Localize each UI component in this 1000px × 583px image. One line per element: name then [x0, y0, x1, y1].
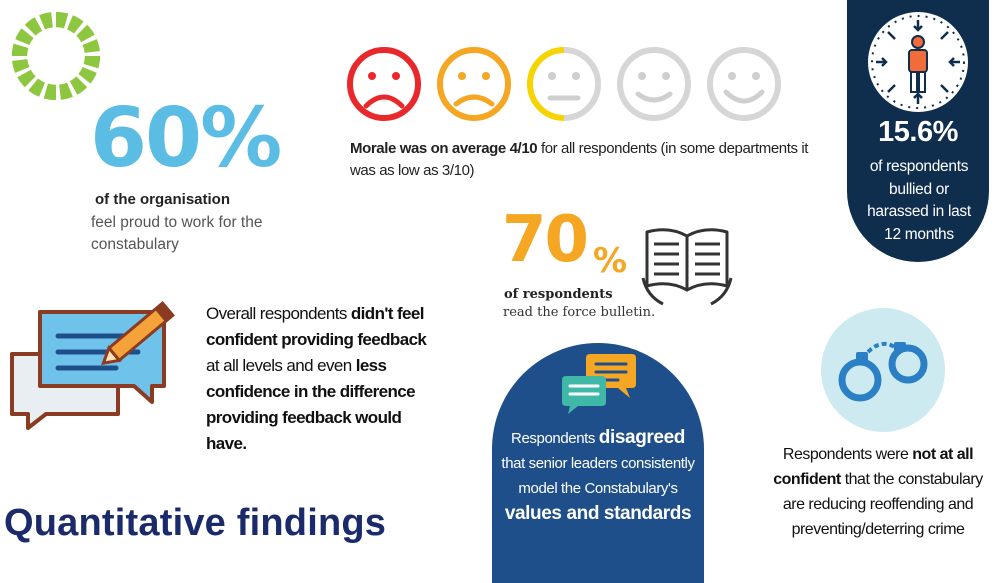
- logo-ring-segment: [82, 39, 100, 53]
- logo-ring-segment: [24, 17, 43, 36]
- frown-face-icon: [437, 47, 511, 121]
- logo-ring-segment: [17, 69, 36, 88]
- reoffend-bold-1: not at all confident: [773, 446, 974, 488]
- feedback-bold-1: didn't feel confident providing feedback: [206, 304, 427, 349]
- chat-bubbles-icon: [562, 354, 636, 414]
- logo-ring-segment: [83, 56, 101, 69]
- proud-caption: feel proud to work for the constabulary: [91, 214, 263, 253]
- logo-ring-segment: [39, 12, 53, 30]
- logo-ring-segment: [76, 24, 95, 43]
- clock-person-icon: [868, 12, 968, 112]
- page-title: Quantitative findings: [4, 502, 387, 544]
- sad-face-icon: [347, 47, 421, 121]
- leaders-bold-2: values and standards: [504, 503, 692, 524]
- handcuffs-icon: [838, 341, 928, 402]
- leaders-text-2: that senior leaders consistently model t…: [501, 455, 695, 497]
- leaders-bold-1: disagreed: [598, 427, 686, 448]
- open-book-icon: [641, 228, 733, 306]
- logo-ring-segment: [59, 82, 73, 100]
- logo-ring-segment: [78, 67, 97, 84]
- logo-ring-segment: [43, 83, 56, 101]
- bulletin-caption-bold: of respondents: [504, 287, 613, 302]
- bulletin-percentage: 70: [502, 203, 589, 277]
- logo-ring-icon: [11, 11, 101, 101]
- bulletin-percent-sign: %: [593, 241, 628, 281]
- leaders-text-1: Respondents: [511, 430, 599, 447]
- logo-ring-segment: [69, 76, 88, 95]
- bullied-caption: of respondents bullied or harassed in la…: [867, 158, 971, 243]
- logo-ring-segment: [67, 15, 84, 34]
- logo-ring-segment: [56, 11, 69, 29]
- smile-face-icon: [617, 47, 691, 121]
- logo-ring-segment: [11, 43, 29, 56]
- logo-ring-segment: [28, 78, 45, 97]
- bullied-percentage: 15.6%: [878, 116, 958, 148]
- reoffend-text: Respondents were not at all confident th…: [762, 442, 994, 542]
- logo-ring-segment: [12, 59, 30, 73]
- morale-text-bold: Morale was on average 4/10: [350, 140, 538, 157]
- feedback-bold-2: less confidence in the difference provid…: [206, 356, 416, 453]
- reoffend-text-1: Respondents were: [782, 446, 913, 463]
- happy-face-icon: [707, 47, 781, 121]
- logo-ring-segment: [15, 28, 34, 45]
- morale-faces: [347, 47, 781, 121]
- neutral-face-icon: [527, 47, 601, 121]
- feedback-text-2: at all levels and even: [206, 356, 356, 375]
- proud-caption-bold: of the organisation: [95, 191, 230, 208]
- feedback-pencil-icon: [10, 300, 175, 430]
- reoffend-text-2: that the constabulary are reducing reoff…: [782, 471, 983, 538]
- morale-text-rest: for all respondents (in some departments…: [350, 140, 809, 179]
- leaders-text: Respondents disagreed that senior leader…: [492, 425, 704, 527]
- feedback-text-1: Overall respondents: [206, 304, 351, 323]
- feedback-text: Overall respondents didn't feel confiden…: [206, 301, 442, 457]
- bulletin-caption: read the force bulletin.: [503, 305, 656, 320]
- proud-percentage: 60%: [90, 91, 282, 186]
- morale-text: Morale was on average 4/10 for all respo…: [350, 138, 820, 182]
